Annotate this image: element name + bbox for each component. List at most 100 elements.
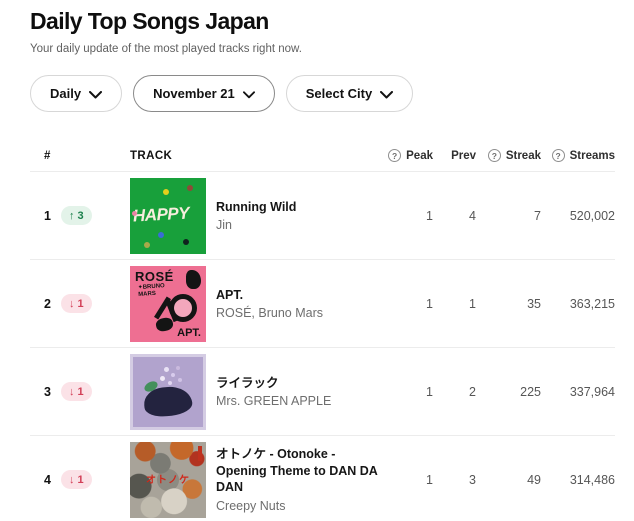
track-title: Running Wild bbox=[216, 199, 297, 214]
dot-decoration bbox=[163, 188, 169, 195]
filter-bar: Daily November 21 Select City bbox=[30, 75, 615, 112]
rank-cell: 3 ↓ 1 bbox=[30, 382, 130, 401]
streams-help-icon[interactable]: ? bbox=[551, 149, 565, 162]
movement-value: 1 bbox=[77, 385, 84, 398]
track-artist: ROSÉ, Bruno Mars bbox=[216, 306, 323, 321]
streak-value: 35 bbox=[527, 296, 541, 311]
column-header-rank: # bbox=[44, 150, 51, 162]
movement-up-badge: ↑ 3 bbox=[60, 206, 92, 225]
dot-decoration bbox=[132, 210, 137, 216]
movement-value: 1 bbox=[77, 297, 84, 310]
album-cover-artist-text: ROSÉ bbox=[135, 268, 174, 284]
track-info: ライラック Mrs. GREEN APPLE bbox=[206, 375, 388, 409]
dot-decoration bbox=[158, 231, 164, 238]
track-artist: Jin bbox=[216, 218, 232, 233]
arrow-down-icon: ↓ bbox=[68, 297, 75, 310]
peak-value: 1 bbox=[426, 384, 433, 399]
flower-decoration bbox=[160, 375, 165, 381]
table-row[interactable]: 2 ↓ 1 ROSÉ ✦BRUNO MARS APT. APT. ROSÉ, B… bbox=[30, 259, 615, 347]
rank-cell: 2 ↓ 1 bbox=[30, 294, 130, 313]
arrow-down-icon: ↓ bbox=[68, 473, 75, 486]
chevron-down-icon bbox=[89, 90, 103, 99]
track-artist: Creepy Nuts bbox=[216, 499, 286, 514]
flower-decoration bbox=[171, 372, 175, 377]
movement-down-badge: ↓ 1 bbox=[60, 470, 92, 489]
peak-value: 1 bbox=[426, 472, 433, 487]
column-header-streak: ? Streak bbox=[476, 149, 541, 162]
arrow-down-icon: ↓ bbox=[68, 385, 75, 398]
flower-decoration bbox=[176, 365, 180, 370]
track-title: ライラック bbox=[216, 375, 279, 390]
rank-cell: 1 ↑ 3 bbox=[30, 206, 130, 225]
album-cover-credit-text: ✦BRUNO MARS bbox=[137, 282, 165, 298]
track-info: オトノケ - Otonoke - Opening Theme to DAN DA… bbox=[206, 446, 388, 514]
filter-city-label: Select City bbox=[305, 86, 373, 101]
filter-date-dropdown[interactable]: November 21 bbox=[133, 75, 275, 112]
streak-value: 225 bbox=[520, 384, 541, 399]
dot-decoration bbox=[183, 238, 189, 245]
figure-illustration bbox=[186, 269, 201, 289]
peak-value: 1 bbox=[426, 208, 433, 223]
rank-number: 3 bbox=[44, 384, 51, 399]
peak-help-icon[interactable]: ? bbox=[388, 149, 402, 162]
column-header-prev: Prev bbox=[433, 150, 476, 162]
rank-number: 1 bbox=[44, 208, 51, 223]
album-cover-caption-text: APT. bbox=[177, 326, 201, 339]
filter-daily-label: Daily bbox=[50, 86, 82, 101]
movement-value: 3 bbox=[77, 209, 84, 222]
dot-decoration bbox=[144, 241, 150, 248]
streams-value: 520,002 bbox=[569, 208, 615, 223]
streak-value: 49 bbox=[527, 472, 541, 487]
dot-decoration bbox=[187, 184, 193, 191]
column-header-track: TRACK bbox=[130, 150, 173, 162]
table-row[interactable]: 3 ↓ 1 ライラック Mrs. GREEN APPLE 1 2 225 337… bbox=[30, 347, 615, 435]
track-artist: Mrs. GREEN APPLE bbox=[216, 394, 332, 409]
filter-city-dropdown[interactable]: Select City bbox=[285, 75, 414, 112]
arrow-up-icon: ↑ bbox=[68, 209, 75, 222]
flower-decoration bbox=[168, 380, 172, 385]
movement-down-badge: ↓ 1 bbox=[60, 382, 92, 401]
movement-down-badge: ↓ 1 bbox=[60, 294, 92, 313]
table-row[interactable]: 1 ↑ 3 HAPPY Running Wild Jin 1 4 7 520,0… bbox=[30, 171, 615, 259]
track-info: APT. ROSÉ, Bruno Mars bbox=[206, 287, 388, 321]
otonoke-collage-album-cover: オトノケ bbox=[130, 441, 206, 518]
page-subtitle: Your daily update of the most played tra… bbox=[30, 43, 302, 55]
prev-value: 1 bbox=[469, 296, 476, 311]
streak-help-icon[interactable]: ? bbox=[487, 149, 501, 162]
column-header-peak-label: Peak bbox=[406, 149, 433, 162]
happy-album-cover: HAPPY bbox=[130, 177, 206, 254]
column-header-streams: ? Streams bbox=[541, 149, 615, 162]
rank-cell: 4 ↓ 1 bbox=[30, 470, 130, 489]
track-title: APT. bbox=[216, 287, 244, 302]
red-bar-decoration bbox=[198, 445, 202, 461]
prev-value: 2 bbox=[469, 384, 476, 399]
table-header: # TRACK ? Peak Prev ? Streak ? Streams bbox=[30, 112, 615, 171]
album-cover-text: HAPPY bbox=[132, 203, 190, 225]
flower-decoration bbox=[178, 377, 182, 382]
filter-date-label: November 21 bbox=[153, 86, 235, 101]
peak-value: 1 bbox=[426, 296, 433, 311]
track-info: Running Wild Jin bbox=[206, 199, 388, 233]
lilac-sneaker-album-cover bbox=[130, 353, 206, 430]
movement-value: 1 bbox=[77, 473, 84, 486]
chevron-down-icon bbox=[242, 90, 255, 99]
streams-value: 363,215 bbox=[569, 296, 615, 311]
prev-value: 3 bbox=[469, 472, 476, 487]
page-title: Daily Top Songs Japan bbox=[30, 8, 269, 34]
rank-number: 2 bbox=[44, 296, 51, 311]
column-header-streams-label: Streams bbox=[569, 149, 615, 162]
streams-value: 314,486 bbox=[569, 472, 615, 487]
apt-album-cover: ROSÉ ✦BRUNO MARS APT. bbox=[130, 265, 206, 342]
album-cover-text: オトノケ bbox=[146, 474, 190, 486]
flower-decoration bbox=[164, 366, 169, 372]
track-title: オトノケ - Otonoke - Opening Theme to DAN DA… bbox=[216, 446, 378, 495]
chevron-down-icon bbox=[380, 90, 394, 99]
prev-value: 4 bbox=[469, 208, 476, 223]
column-header-streak-label: Streak bbox=[505, 149, 541, 162]
streams-value: 337,964 bbox=[569, 384, 615, 399]
table-row[interactable]: 4 ↓ 1 オトノケ オトノケ - Otonoke - Opening Them… bbox=[30, 435, 615, 521]
rank-number: 4 bbox=[44, 472, 51, 487]
filter-daily-dropdown[interactable]: Daily bbox=[30, 75, 123, 112]
column-header-prev-label: Prev bbox=[451, 150, 476, 162]
